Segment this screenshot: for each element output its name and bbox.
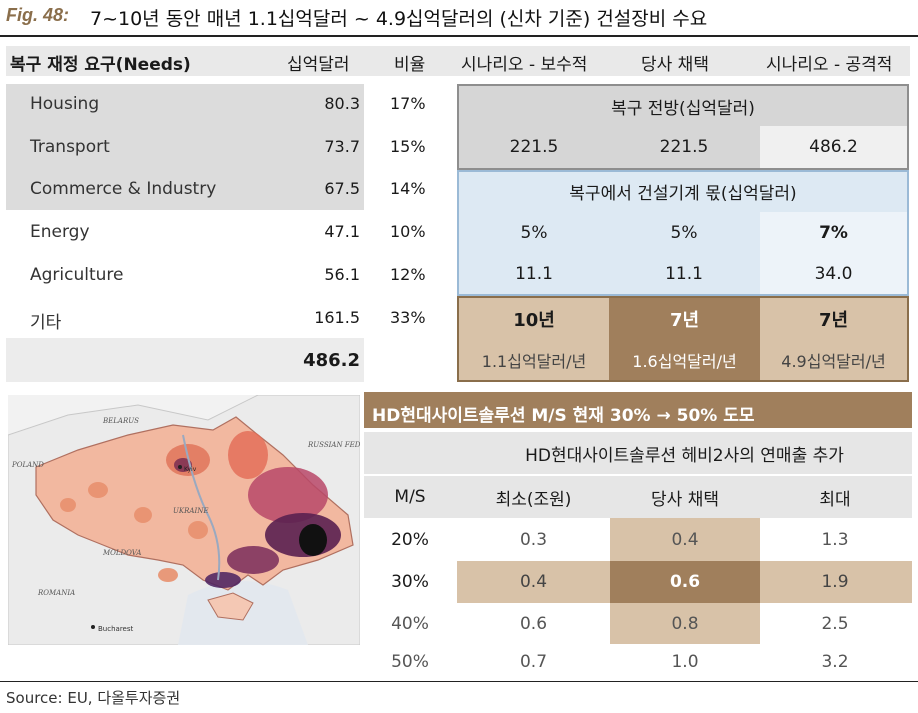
hd-row-adopted: 0.6	[669, 572, 701, 592]
needs-row-name: Housing	[30, 94, 100, 114]
hd-row-max: 2.5	[821, 614, 849, 634]
needs-row-value: 161.5	[314, 308, 360, 327]
period-annual: 4.9십억달러/년	[781, 352, 886, 371]
total-row	[6, 338, 364, 382]
needs-row-name: Energy	[30, 222, 90, 242]
map-label-romania: ROMANIA	[37, 589, 75, 597]
equipment-aggressive-bg	[760, 212, 907, 294]
needs-row-value: 80.3	[324, 94, 360, 113]
needs-row-ratio: 33%	[390, 308, 426, 327]
hd-col-ms: M/S	[394, 487, 426, 507]
hd-col-header-bg	[364, 476, 912, 518]
header-scenario-conservative: 시나리오 - 보수적	[461, 55, 588, 75]
hd-row-max: 1.3	[821, 529, 849, 550]
bottom-rule	[0, 681, 918, 682]
total-value: 486.2	[303, 350, 360, 371]
needs-row-ratio: 10%	[390, 222, 426, 241]
hd-banner	[364, 392, 912, 428]
recovery-value: 221.5	[659, 137, 709, 157]
period-adopted-bg	[609, 298, 760, 380]
needs-row-value: 73.7	[324, 137, 360, 156]
header-billion-usd: 십억달러	[287, 55, 350, 75]
equipment-amount: 11.1	[665, 264, 703, 284]
hd-row-ms: 20%	[391, 529, 429, 550]
hd-row-max: 1.9	[821, 572, 849, 592]
header-scenario-aggressive: 시나리오 - 공격적	[766, 55, 893, 75]
hd-col-adopted: 당사 채택	[651, 489, 719, 510]
figure-title: 7~10년 동안 매년 1.1십억달러 ~ 4.9십억달러의 (신차 기준) 건…	[90, 8, 708, 30]
hd-col-min: 최소(조원)	[495, 489, 572, 510]
equipment-amount: 11.1	[515, 264, 553, 284]
period-years: 10년	[513, 310, 555, 331]
needs-row-ratio: 14%	[390, 179, 426, 198]
recovery-aggressive-cell-bg	[760, 126, 907, 168]
equipment-amount: 34.0	[814, 264, 853, 284]
needs-rows-highlight	[6, 84, 364, 210]
needs-row-name: Transport	[30, 137, 110, 157]
source-note: Source: EU, 다올투자증권	[6, 689, 181, 707]
equipment-share: 7%	[819, 223, 848, 243]
hd-row-ms: 40%	[391, 614, 429, 634]
needs-row-ratio: 17%	[390, 94, 426, 113]
map-label-poland: POLAND	[11, 461, 44, 469]
hd-row-ms: 50%	[391, 652, 429, 672]
hd-row-min: 0.3	[519, 529, 548, 550]
ukraine-damage-map: BELARUS RUSSIAN FEDERATION POLAND UKRAIN…	[7, 394, 396, 646]
needs-row-ratio: 12%	[390, 265, 426, 284]
map-label-bucharest: Bucharest	[98, 625, 133, 633]
header-ratio: 비율	[394, 55, 426, 75]
needs-row-value: 67.5	[324, 179, 360, 198]
hd-row-adopted: 0.8	[671, 614, 699, 634]
hd-banner-text: HD현대사이트솔루션 M/S 현재 30% → 50% 도모	[372, 406, 755, 426]
equipment-share: 5%	[520, 223, 548, 243]
needs-row-ratio: 15%	[390, 137, 426, 156]
header-adopted: 당사 채택	[641, 55, 709, 75]
period-annual: 1.1십억달러/년	[481, 352, 587, 371]
hd-row-min: 0.4	[519, 572, 548, 592]
map-label-belarus: BELARUS	[102, 417, 139, 425]
needs-row-name: Commerce & Industry	[30, 179, 217, 199]
hd-row-min: 0.6	[519, 614, 548, 634]
hd-row-adopted: 1.0	[671, 652, 699, 672]
equipment-header: 복구에서 건설기계 몫(십억달러)	[569, 183, 797, 204]
period-years: 7년	[669, 310, 700, 331]
equipment-share: 5%	[670, 223, 698, 243]
needs-row-name: 기타	[30, 313, 62, 333]
needs-row-name: Agriculture	[30, 265, 124, 285]
period-annual: 1.6십억달러/년	[632, 352, 737, 371]
map-label-russia: RUSSIAN FEDERATION	[307, 441, 360, 449]
needs-table-header: 복구 재정 요구(Needs) 십억달러 비율 시나리오 - 보수적 당사 채택…	[6, 46, 910, 76]
hd-row-max: 3.2	[821, 652, 849, 672]
needs-row-value: 56.1	[324, 265, 360, 284]
recovery-value: 486.2	[809, 137, 858, 157]
hd-row-ms: 30%	[391, 572, 429, 592]
hd-subheader-bg	[364, 432, 912, 474]
header-needs: 복구 재정 요구(Needs)	[10, 55, 191, 75]
hd-subheader: HD현대사이트솔루션 헤비2사의 연매출 추가	[525, 445, 844, 466]
map-label-kyiv: Kyiv	[184, 466, 197, 473]
map-label-ukraine: UKRAINE	[173, 507, 208, 515]
hd-row-min: 0.7	[519, 652, 548, 672]
needs-row-value: 47.1	[324, 222, 360, 241]
hd-adopted-30-cell-bg	[610, 561, 760, 603]
title-rule	[0, 35, 918, 37]
figure-label: Fig. 48:	[6, 5, 70, 25]
recovery-value: 221.5	[509, 137, 559, 157]
hd-col-max: 최대	[819, 489, 851, 510]
hd-row-adopted: 0.4	[671, 529, 699, 550]
recovery-header: 복구 전방(십억달러)	[611, 98, 755, 119]
map-graphic: BELARUS RUSSIAN FEDERATION POLAND UKRAIN…	[7, 394, 396, 646]
period-years: 7년	[818, 310, 849, 331]
map-label-moldova: MOLDOVA	[102, 549, 141, 557]
